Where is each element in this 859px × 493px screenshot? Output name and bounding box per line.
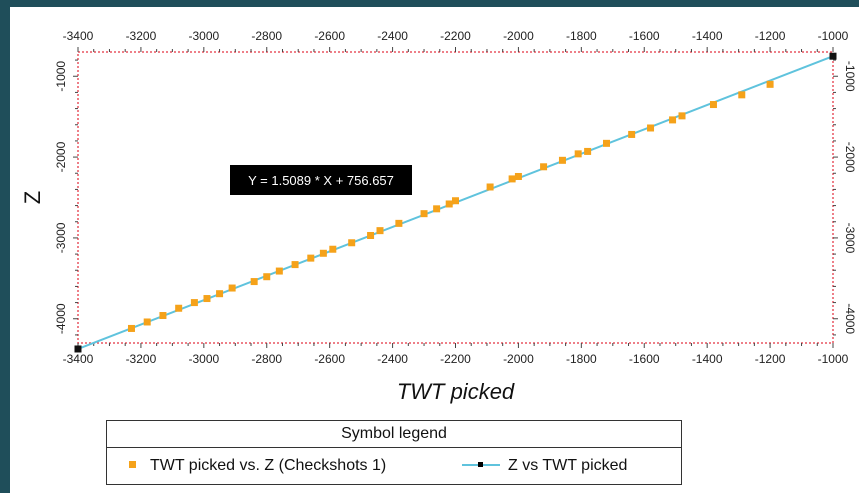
x-tick-label-bottom: -3000 — [188, 352, 219, 366]
equation-box — [230, 165, 412, 195]
x-tick-label-bottom: -3200 — [126, 352, 157, 366]
data-point — [275, 267, 283, 275]
trend-line-endpoint — [74, 345, 82, 353]
y-axis-title: Z — [20, 191, 45, 204]
data-point — [203, 295, 211, 303]
symbol-legend: Symbol legend TWT picked vs. Z (Checksho… — [106, 420, 682, 485]
x-axis-title: TWT picked — [397, 379, 515, 404]
x-tick-label-bottom: -3400 — [63, 352, 94, 366]
axis-tick-labels: -3400 -3400 -3200 -3200 -3000 -3000 -2800 -2800… — [54, 29, 857, 366]
y-tick-label-right: -4000 — [843, 303, 857, 334]
data-point — [433, 205, 441, 213]
data-point — [574, 150, 582, 158]
y-tick-label-left: -1000 — [54, 61, 68, 92]
x-tick-label-top: -3200 — [126, 29, 157, 43]
x-tick-label-bottom: -2400 — [377, 352, 408, 366]
data-point — [766, 80, 774, 88]
data-point — [540, 163, 548, 171]
data-point — [348, 239, 356, 247]
legend-title: Symbol legend — [107, 421, 681, 448]
y-tick-label-left: -2000 — [54, 141, 68, 172]
x-tick-label-bottom: -2200 — [440, 352, 471, 366]
data-point — [445, 200, 453, 208]
data-point — [291, 261, 299, 269]
square-marker-icon — [129, 461, 136, 469]
data-point — [175, 304, 183, 312]
data-point — [395, 219, 403, 227]
x-tick-label-top: -2600 — [314, 29, 345, 43]
legend-entry-trendline: Z vs TWT picked — [462, 453, 627, 479]
x-tick-label-bottom: -1000 — [818, 352, 849, 366]
equation-annotation: Y = 1.5089 * X + 756.657 — [230, 165, 412, 195]
data-point — [486, 183, 494, 191]
trend-line-endpoint — [829, 52, 837, 60]
x-tick-label-bottom: -1400 — [692, 352, 723, 366]
data-point — [376, 227, 384, 235]
x-tick-label-top: -1400 — [692, 29, 723, 43]
data-point — [738, 91, 746, 99]
x-tick-label-bottom: -1800 — [566, 352, 597, 366]
x-tick-label-top: -2200 — [440, 29, 471, 43]
data-point — [216, 290, 224, 298]
x-tick-label-top: -3000 — [188, 29, 219, 43]
x-tick-label-top: -2800 — [251, 29, 282, 43]
data-point — [678, 112, 686, 120]
data-point — [647, 124, 655, 132]
x-tick-label-bottom: -2000 — [503, 352, 534, 366]
data-point — [514, 172, 522, 180]
y-tick-label-left: -4000 — [54, 303, 68, 334]
data-point — [127, 324, 135, 332]
data-point — [250, 278, 258, 286]
legend-label-checkshots: TWT picked vs. Z (Checkshots 1) — [150, 457, 387, 474]
data-point — [420, 210, 428, 218]
data-series — [74, 52, 837, 353]
equation-text: Y = 1.5089 * X + 756.657 — [248, 173, 394, 188]
x-tick-label-top: -2000 — [503, 29, 534, 43]
data-point — [603, 139, 610, 147]
data-point — [558, 156, 566, 164]
data-point — [228, 284, 236, 292]
x-tick-label-top: -1800 — [566, 29, 597, 43]
x-tick-label-top: -2400 — [377, 29, 408, 43]
data-point — [508, 175, 516, 183]
x-tick-label-bottom: -2600 — [314, 352, 345, 366]
data-point — [329, 245, 337, 253]
x-tick-label-bottom: -1200 — [755, 352, 786, 366]
line-marker-icon — [462, 460, 500, 470]
x-tick-label-top: -1200 — [755, 29, 786, 43]
data-point — [452, 197, 459, 205]
data-point — [159, 312, 167, 320]
x-tick-label-bottom: -2800 — [251, 352, 282, 366]
x-tick-label-top: -1000 — [818, 29, 849, 43]
y-tick-label-right: -2000 — [843, 142, 857, 173]
x-tick-label-top: -1600 — [629, 29, 660, 43]
data-point — [263, 273, 271, 281]
data-point — [584, 147, 592, 155]
y-tick-label-right: -3000 — [843, 223, 857, 254]
data-point — [367, 231, 375, 239]
legend-label-trendline: Z vs TWT picked — [508, 457, 628, 474]
axis-ticks — [73, 47, 838, 348]
data-point — [628, 130, 636, 138]
data-point — [319, 249, 327, 257]
legend-entry-checkshots: TWT picked vs. Z (Checkshots 1) — [129, 453, 386, 479]
data-point — [307, 254, 315, 262]
x-tick-label-top: -3400 — [63, 29, 94, 43]
data-point — [709, 101, 717, 109]
y-tick-label-right: -1000 — [843, 61, 857, 92]
data-point — [669, 116, 677, 124]
data-point — [190, 299, 198, 307]
x-tick-label-bottom: -1600 — [629, 352, 660, 366]
data-point — [143, 318, 151, 326]
y-tick-label-left: -3000 — [54, 222, 68, 253]
